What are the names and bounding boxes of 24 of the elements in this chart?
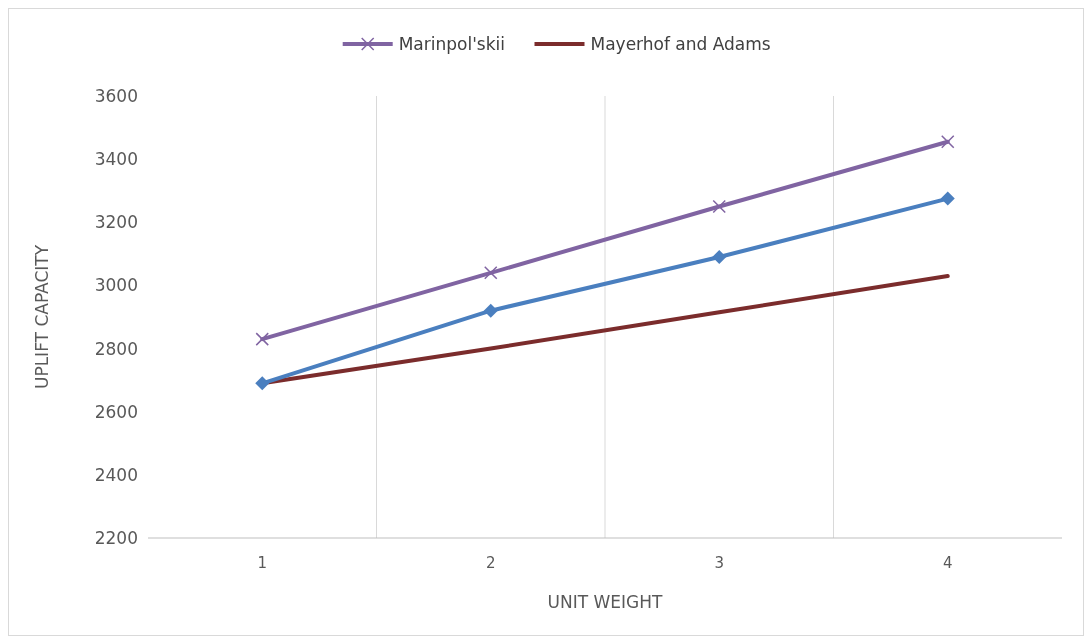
legend-label: Mayerhof and Adams: [590, 33, 771, 54]
y-tick-label: 3200: [94, 212, 138, 233]
y-tick-label: 3000: [94, 275, 138, 296]
y-tick-label: 2400: [94, 464, 138, 485]
point: [712, 250, 727, 265]
point: [940, 191, 955, 206]
y-tick-label: 3600: [94, 85, 138, 106]
point: [255, 332, 269, 346]
point: [712, 199, 726, 214]
point: [484, 266, 498, 280]
x-tick-label: 4: [942, 554, 953, 572]
x-tick-label: 1: [257, 554, 268, 572]
x-tick-label: 3: [714, 554, 725, 572]
point: [483, 303, 498, 318]
x-tick-label: 2: [485, 554, 496, 572]
y-tick-label: 2200: [94, 527, 138, 548]
point: [255, 376, 270, 391]
y-axis-title: UPLIFT CAPACITY: [32, 244, 52, 390]
y-tick-label: 3400: [94, 149, 138, 170]
point: [941, 135, 955, 149]
legend-label: Marinpol'skii: [398, 33, 506, 54]
y-tick-label: 2800: [94, 338, 138, 359]
y-tick-label: 2600: [94, 401, 138, 422]
x-axis-title: UNIT WEIGHT: [547, 592, 664, 612]
